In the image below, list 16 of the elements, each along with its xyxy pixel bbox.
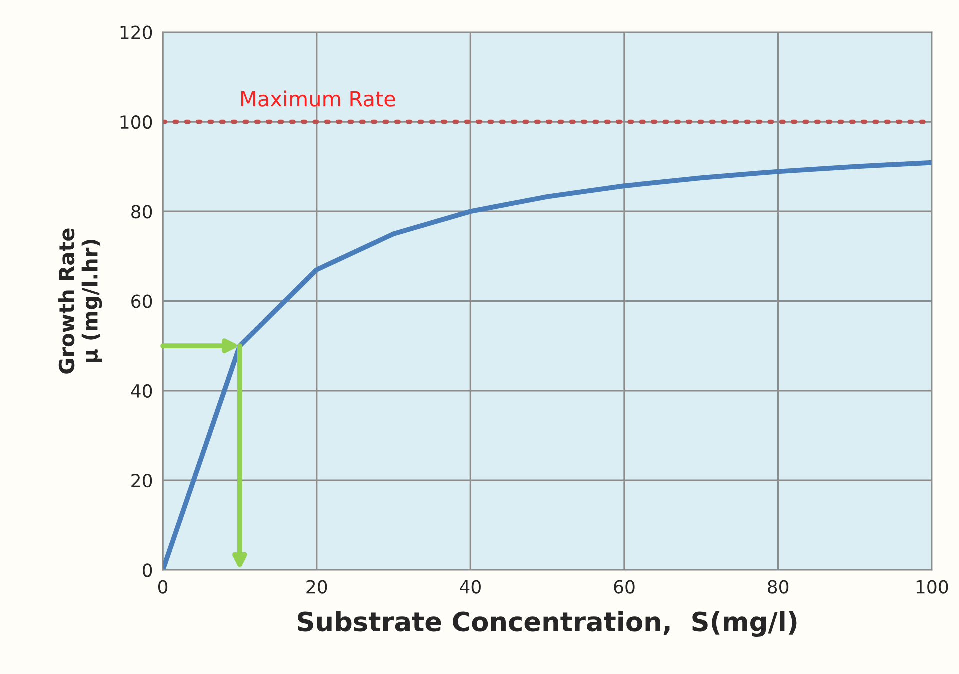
x-tick-label: 0 — [158, 580, 168, 594]
x-axis-title: Substrate Concentration, S(mg/l) — [298, 611, 797, 638]
y-tick-label: 100 — [120, 115, 152, 130]
y-tick-label: 0 — [143, 564, 152, 578]
y-tick-label: 40 — [131, 384, 152, 398]
x-tick-label: 60 — [614, 580, 635, 594]
y-tick-label: 60 — [132, 294, 152, 308]
ref-line-label: Maximum Rate — [241, 90, 396, 107]
x-tick-label: 20 — [306, 580, 328, 594]
x-tick-label: 40 — [460, 580, 481, 594]
y-axis-title: Growth Rate μ (mg/l.hr) — [58, 228, 102, 374]
x-tick-label: 80 — [768, 580, 789, 594]
x-tick-label: 100 — [916, 580, 948, 594]
y-tick-label: 20 — [132, 474, 152, 488]
y-tick-label: 80 — [132, 205, 152, 219]
y-tick-label: 120 — [120, 26, 152, 40]
